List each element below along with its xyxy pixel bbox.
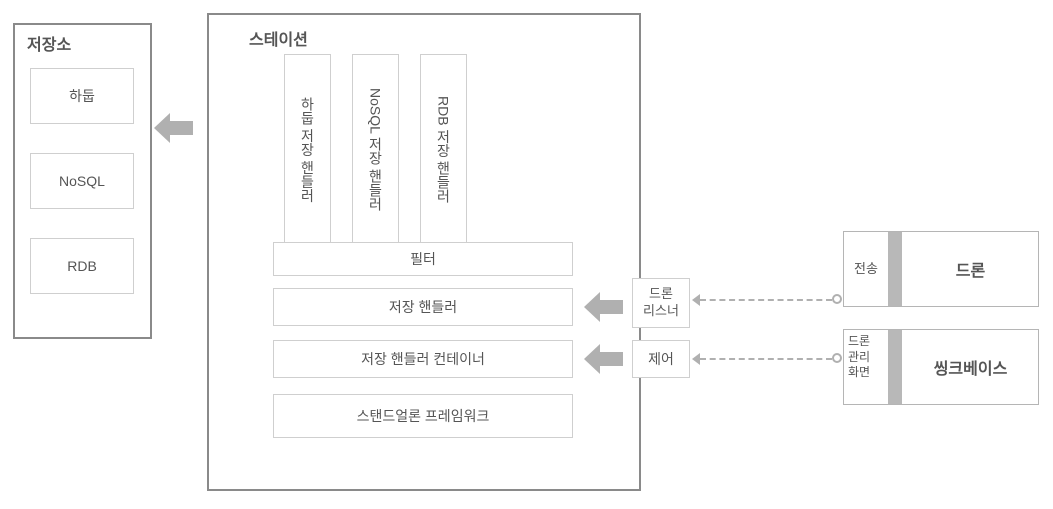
sinkbase-mgmt-label: 드론 관리 화면 xyxy=(848,334,870,381)
arrow-tail xyxy=(597,300,623,314)
dashed-arrowhead-icon xyxy=(692,353,700,365)
station-filter-label: 필터 xyxy=(273,242,573,276)
arrow-tail xyxy=(167,121,193,135)
station-handler-label: 하둡 저장 핸들러 xyxy=(284,54,331,246)
arrow-head-icon xyxy=(154,113,170,143)
dashed-connector xyxy=(700,358,832,360)
arrow-head-icon xyxy=(584,292,600,322)
diagram-canvas: 저장소 스테이션 하둡 NoSQL RDB 하둡 저장 핸들러 NoSQL 저장 핸들… xyxy=(0,0,1053,509)
sinkbase-title: 씽크베이스 xyxy=(902,329,1039,405)
dashed-connector xyxy=(700,299,832,301)
station-handler-label: NoSQL 저장 핸들러 xyxy=(352,54,399,246)
connector-endpoint-icon xyxy=(832,294,842,304)
station-framework-label: 스탠드얼론 프레임워크 xyxy=(273,394,573,438)
storage-item-label: RDB xyxy=(30,238,134,294)
sinkbase-band xyxy=(888,330,902,404)
drone-listener-label: 드론 리스너 xyxy=(632,278,690,328)
storage-title: 저장소 xyxy=(27,31,71,55)
arrow-head-icon xyxy=(584,344,600,374)
station-shc-label: 저장 핸들러 컨테이너 xyxy=(273,340,573,378)
drone-band xyxy=(888,232,902,306)
drone-title: 드론 xyxy=(902,231,1039,307)
drone-send-label: 전송 xyxy=(854,258,878,277)
dashed-arrowhead-icon xyxy=(692,294,700,306)
storage-item-label: NoSQL xyxy=(30,153,134,209)
connector-endpoint-icon xyxy=(832,353,842,363)
station-title: 스테이션 xyxy=(249,26,308,50)
station-handler-label: RDB 저장 핸들러 xyxy=(420,54,467,246)
arrow-tail xyxy=(597,352,623,366)
station-save-handler-label: 저장 핸들러 xyxy=(273,288,573,326)
storage-item-label: 하둡 xyxy=(30,68,134,124)
control-label: 제어 xyxy=(632,340,690,378)
